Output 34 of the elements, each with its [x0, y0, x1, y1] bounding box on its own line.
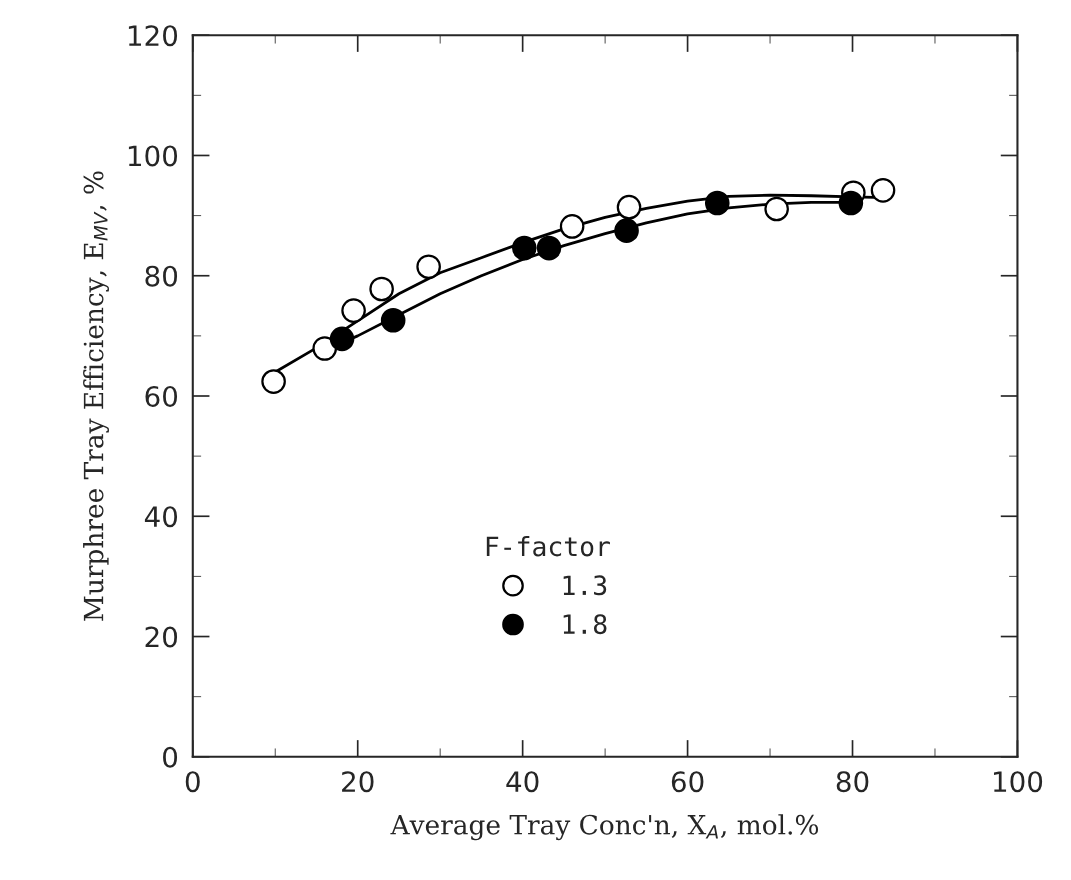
point	[704, 190, 730, 216]
y-axis-title: Murphree Tray Efficiency, E$_{MV}$, %	[83, 171, 109, 621]
point	[870, 178, 896, 203]
y-tick-label: 0	[163, 746, 178, 768]
x-tick-label: 20	[342, 771, 374, 793]
x-tick-label: 60	[671, 771, 704, 793]
x-axis-title: Average Tray Conc'n, X$_{A}$, mol.%	[390, 814, 819, 841]
x-tick-label: 80	[836, 771, 869, 793]
y-tick-label: 20	[145, 626, 178, 648]
point	[764, 196, 789, 222]
x-tick-label: 40	[506, 771, 539, 793]
legend-label: 1.3	[563, 575, 607, 596]
legend-title: F-factor	[486, 535, 610, 557]
point	[329, 326, 355, 352]
point	[416, 254, 441, 280]
y-tick-label: 120	[128, 25, 178, 47]
point	[536, 235, 562, 261]
x-tick-label: 0	[185, 771, 200, 793]
point	[559, 214, 585, 239]
point	[369, 276, 394, 302]
y-tick-label: 60	[145, 385, 178, 407]
y-tick-label: 80	[145, 265, 178, 287]
point	[261, 369, 286, 394]
point	[341, 298, 366, 323]
y-tick-label: 40	[144, 506, 178, 528]
point	[838, 190, 864, 216]
legend-label: 1.8	[563, 614, 607, 635]
point	[380, 307, 406, 333]
y-tick-label: 100	[128, 145, 178, 167]
point	[616, 194, 642, 220]
point	[511, 235, 537, 261]
x-tick-label: 100	[993, 771, 1043, 793]
point	[614, 218, 639, 243]
point	[312, 336, 338, 361]
